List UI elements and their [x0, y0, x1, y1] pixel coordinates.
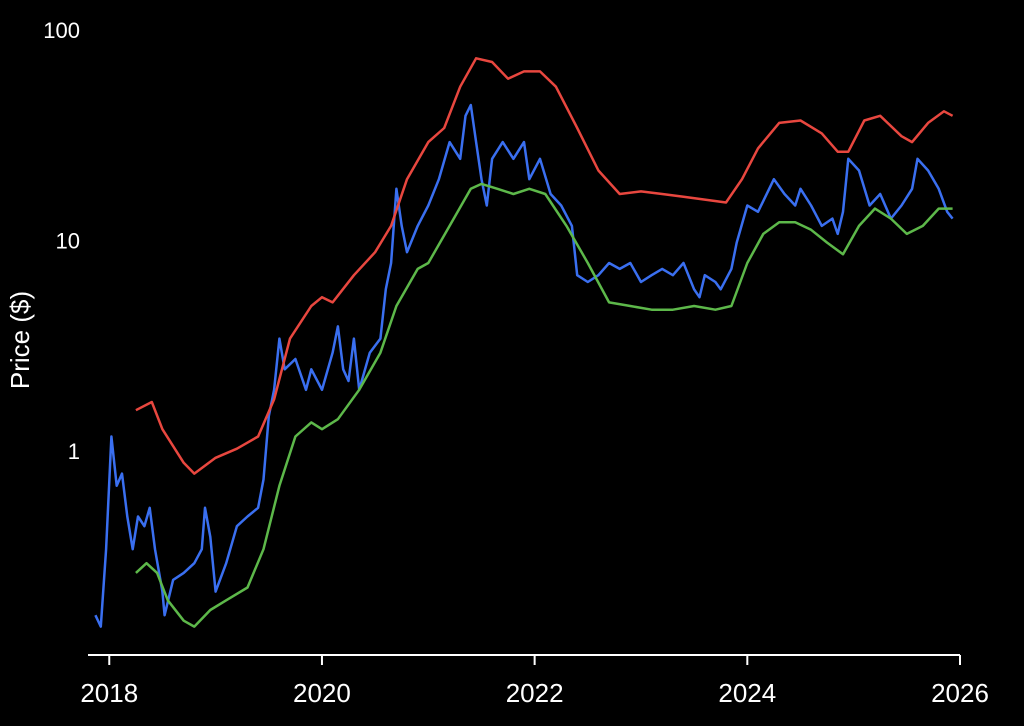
y-tick-label: 10	[56, 228, 80, 253]
y-tick-label: 1	[68, 439, 80, 464]
price-line	[135, 182, 953, 628]
x-tick-label: 2026	[931, 678, 989, 708]
x-tick-label: 2020	[293, 678, 351, 708]
price-line	[135, 57, 954, 475]
x-tick-label: 2024	[718, 678, 776, 708]
x-tick-label: 2022	[506, 678, 564, 708]
y-tick-label: 100	[43, 18, 80, 43]
price-line	[94, 103, 954, 628]
y-axis-label: Price ($)	[5, 291, 35, 389]
x-tick-label: 2018	[80, 678, 138, 708]
